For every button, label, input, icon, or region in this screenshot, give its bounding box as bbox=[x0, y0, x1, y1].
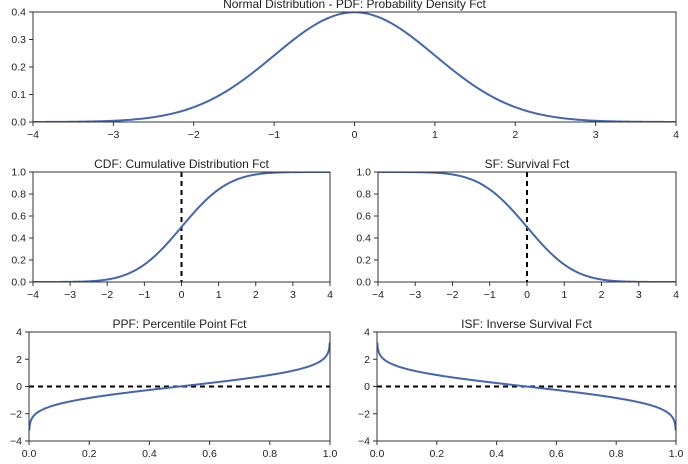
cdf-y-tick-label: 0.2 bbox=[11, 255, 26, 267]
pdf-x-tick-label: −3 bbox=[107, 129, 119, 141]
ppf-y-tick-label: −4 bbox=[10, 436, 22, 448]
cdf-x-tick-label: −2 bbox=[101, 289, 113, 301]
sf-x-tick-label: 2 bbox=[599, 289, 605, 301]
ppf-x-tick-label: 1.0 bbox=[323, 448, 338, 460]
cdf-x-tick-label: −3 bbox=[64, 289, 76, 301]
ppf-title: PPF: Percentile Point Fct bbox=[112, 317, 247, 331]
ppf-plot-frame bbox=[28, 331, 331, 442]
cdf-y-tick-label: 0.6 bbox=[11, 211, 26, 223]
ppf-y-tick-label: 2 bbox=[16, 354, 22, 366]
sf-x-tick-label: −4 bbox=[372, 289, 384, 301]
cdf-x-tick-label: 0 bbox=[179, 289, 185, 301]
pdf-y-tick-label: 0.0 bbox=[11, 117, 26, 129]
sf-y-tick-label: 0.4 bbox=[356, 233, 371, 245]
ppf-x-tick-label: 0.8 bbox=[262, 448, 277, 460]
sf-x-tick-label: 3 bbox=[636, 289, 642, 301]
cdf-y-tick-label: 0.8 bbox=[11, 189, 26, 201]
sf-y-tick-label: 1.0 bbox=[356, 167, 371, 179]
pdf-x-tick-label: 1 bbox=[432, 129, 438, 141]
cdf-x-tick-label: −1 bbox=[138, 289, 150, 301]
pdf-chart: Normal Distribution - PDF: Probability D… bbox=[11, 0, 679, 141]
cdf-title: CDF: Cumulative Distribution Fct bbox=[94, 157, 269, 171]
isf-y-tick-label: 4 bbox=[364, 327, 370, 339]
isf-x-tick-label: 0.0 bbox=[370, 448, 385, 460]
ppf-x-tick-label: 0.4 bbox=[142, 448, 157, 460]
ppf-curve bbox=[29, 342, 330, 431]
ppf-x-tick-label: 0.6 bbox=[202, 448, 217, 460]
isf-curve bbox=[377, 342, 676, 431]
isf-y-tick-label: −2 bbox=[358, 408, 370, 420]
sf-y-tick-label: 0.2 bbox=[356, 255, 371, 267]
isf-y-tick-label: −4 bbox=[358, 436, 370, 448]
pdf-y-tick-label: 0.1 bbox=[11, 89, 26, 101]
pdf-x-tick-label: 0 bbox=[352, 129, 358, 141]
cdf-y-tick-label: 1.0 bbox=[11, 167, 26, 179]
pdf-y-tick-label: 0.4 bbox=[11, 7, 26, 19]
sf-x-tick-label: 4 bbox=[673, 289, 679, 301]
isf-y-tick-label: 0 bbox=[364, 381, 370, 393]
ppf-x-tick-label: 0.2 bbox=[82, 448, 97, 460]
pdf-curve bbox=[33, 12, 676, 122]
sf-x-tick-label: −2 bbox=[447, 289, 459, 301]
sf-chart: SF: Survival Fct −4 −3 −2 −1 0 1 2 3 4 0.0 0.2 0.4 0.… bbox=[356, 157, 679, 301]
ppf-chart: PPF: Percentile Point Fct 0.0 0.2 0.4 0.6 0.8… bbox=[10, 317, 337, 460]
sf-y-tick-label: 0.0 bbox=[356, 277, 371, 289]
sf-x-tick-label: 1 bbox=[561, 289, 567, 301]
ppf-y-tick-label: 0 bbox=[16, 381, 22, 393]
pdf-x-tick-label: −2 bbox=[188, 129, 200, 141]
pdf-x-tick-label: −4 bbox=[27, 129, 39, 141]
pdf-x-tick-label: 2 bbox=[512, 129, 518, 141]
pdf-y-tick-label: 0.3 bbox=[11, 34, 26, 46]
sf-title: SF: Survival Fct bbox=[485, 157, 570, 171]
pdf-x-tick-label: 4 bbox=[673, 129, 679, 141]
ppf-y-tick-label: 4 bbox=[16, 327, 22, 339]
sf-x-tick-label: 0 bbox=[524, 289, 530, 301]
isf-y-tick-label: 2 bbox=[364, 354, 370, 366]
isf-chart: ISF: Inverse Survival Fct 0.0 0.2 0.4 0.6 0.8… bbox=[358, 317, 683, 460]
ppf-x-tick-label: 0.0 bbox=[22, 448, 37, 460]
cdf-x-tick-label: 2 bbox=[253, 289, 259, 301]
isf-x-tick-label: 0.2 bbox=[429, 448, 444, 460]
isf-x-tick-label: 0.6 bbox=[549, 448, 564, 460]
sf-plot-frame bbox=[377, 171, 677, 283]
isf-x-tick-label: 0.8 bbox=[609, 448, 624, 460]
isf-x-tick-label: 0.4 bbox=[489, 448, 504, 460]
pdf-x-tick-label: −1 bbox=[268, 129, 280, 141]
pdf-x-tick-label: 3 bbox=[593, 129, 599, 141]
cdf-x-tick-label: −4 bbox=[27, 289, 39, 301]
cdf-y-tick-label: 0.0 bbox=[11, 277, 26, 289]
pdf-title: Normal Distribution - PDF: Probability D… bbox=[223, 0, 486, 11]
sf-x-tick-label: −1 bbox=[484, 289, 496, 301]
sf-y-tick-label: 0.6 bbox=[356, 211, 371, 223]
cdf-y-tick-label: 0.4 bbox=[11, 233, 26, 245]
sf-x-tick-label: −3 bbox=[409, 289, 421, 301]
pdf-plot-frame bbox=[32, 11, 677, 123]
cdf-x-tick-label: 1 bbox=[216, 289, 222, 301]
pdf-y-tick-label: 0.2 bbox=[11, 62, 26, 74]
cdf-chart: CDF: Cumulative Distribution Fct −4 −3 −2 −1… bbox=[11, 157, 333, 301]
isf-x-tick-label: 1.0 bbox=[669, 448, 684, 460]
cdf-plot-frame bbox=[32, 171, 331, 283]
cdf-x-tick-label: 3 bbox=[290, 289, 296, 301]
isf-plot-frame bbox=[376, 331, 677, 442]
sf-y-tick-label: 0.8 bbox=[356, 189, 371, 201]
ppf-y-tick-label: −2 bbox=[10, 408, 22, 420]
cdf-x-tick-label: 4 bbox=[327, 289, 333, 301]
isf-title: ISF: Inverse Survival Fct bbox=[461, 317, 592, 331]
